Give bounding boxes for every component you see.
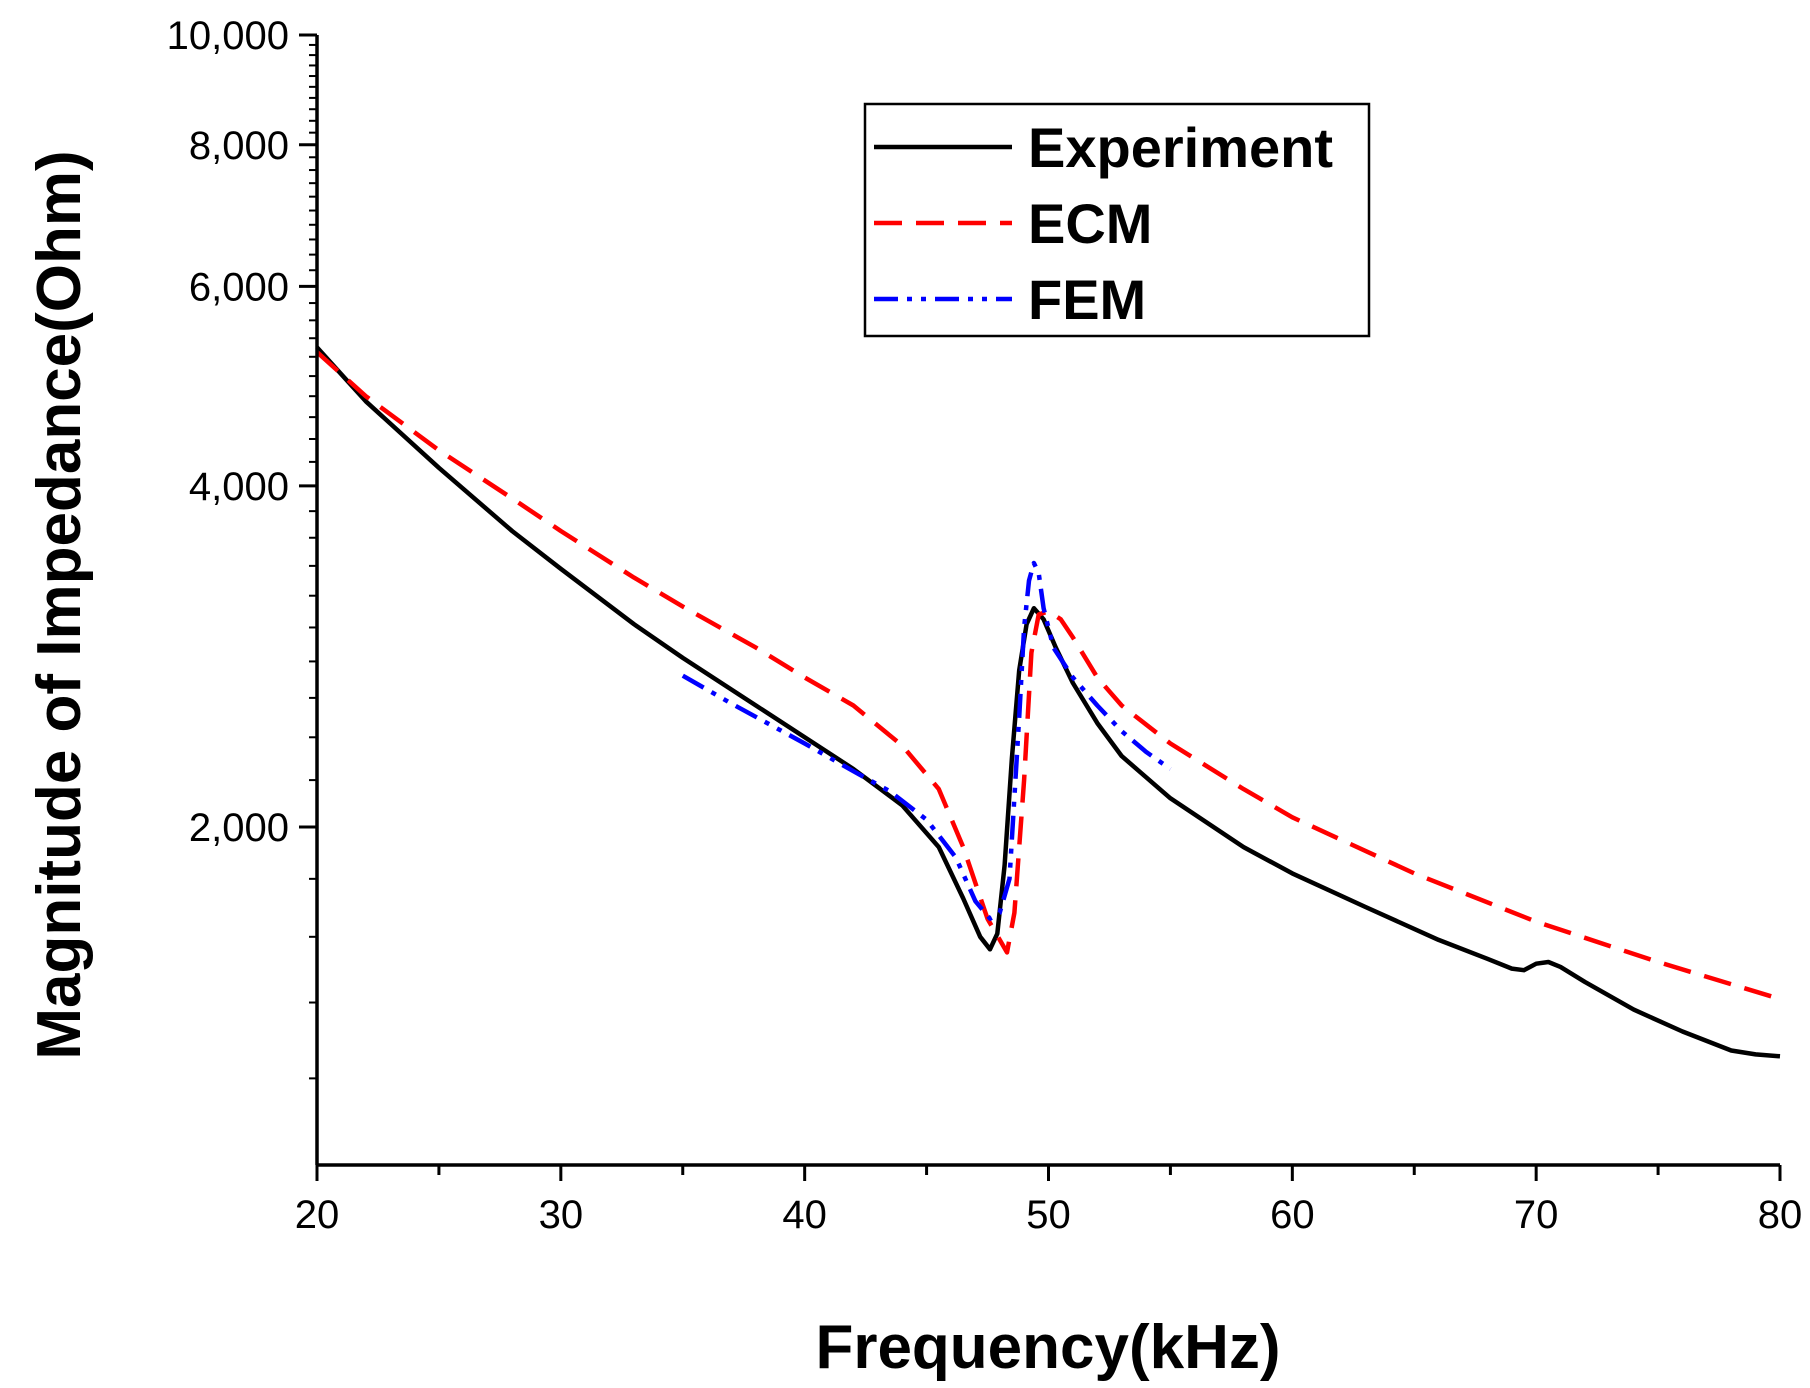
y-tick-label: 10,000	[167, 14, 289, 58]
legend-label-experiment: Experiment	[1028, 116, 1333, 179]
y-tick-label: 2,000	[189, 806, 289, 850]
series-line-experiment	[315, 345, 1781, 1059]
y-tick-label: 6,000	[189, 265, 289, 309]
series-line-fem	[681, 560, 1172, 921]
x-tick-label: 30	[539, 1193, 584, 1237]
y-tick-label: 4,000	[189, 465, 289, 509]
y-tick-label: 8,000	[189, 124, 289, 168]
series-line-ecm	[315, 350, 1781, 1002]
series-layer	[315, 345, 1781, 1059]
x-tick-label: 70	[1514, 1193, 1559, 1237]
x-axis-ticks: 20 30 40 50 60 70 80	[295, 1165, 1803, 1237]
x-tick-label: 60	[1270, 1193, 1315, 1237]
legend: Experiment ECM FEM	[863, 102, 1371, 338]
legend-label-fem: FEM	[1028, 268, 1146, 331]
y-axis-title: Magnitude of Impedance(Ohm)	[25, 150, 94, 1059]
x-tick-label: 40	[782, 1193, 827, 1237]
x-tick-label: 20	[295, 1193, 340, 1237]
legend-label-ecm: ECM	[1028, 192, 1152, 255]
x-axis-title: Frequency(kHz)	[815, 1313, 1280, 1382]
y-axis-ticks: 2,000 4,000 6,000 8,000 10,000	[167, 14, 317, 1080]
x-tick-label: 50	[1026, 1193, 1071, 1237]
x-tick-label: 80	[1758, 1193, 1803, 1237]
